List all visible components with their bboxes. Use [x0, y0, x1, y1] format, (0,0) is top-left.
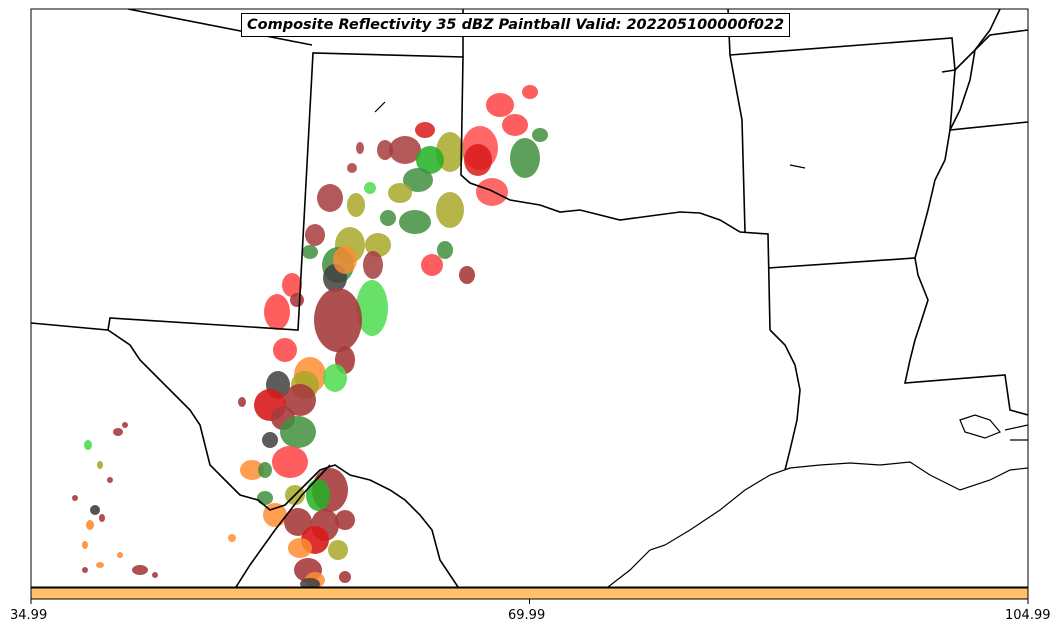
map-background [31, 9, 1028, 587]
border-tennessee-mississippi [949, 69, 1028, 131]
state-borders [31, 9, 1028, 587]
paintball-cluster-west [72, 422, 158, 578]
paintball-cluster-south [228, 468, 355, 587]
gulf-coastline [374, 101, 1028, 587]
coastline [607, 461, 1028, 587]
border-colorado-kansas-segment [127, 9, 313, 46]
map-title: Composite Reflectivity 35 dBZ Paintball … [241, 13, 791, 37]
paintball-cluster-north [317, 85, 548, 284]
colorbar-tick-label-max: 104.99 [1005, 608, 1051, 623]
border-rio-grande [107, 329, 459, 587]
colorbar-tick-label-min: 34.99 [10, 608, 48, 623]
colorbar [30, 587, 1029, 600]
border-missouri-arkansas [729, 37, 956, 73]
border-oklahoma-texas [31, 52, 771, 331]
lake-pontchartrain [959, 414, 1001, 439]
paintball-layer [72, 85, 548, 587]
border-louisiana [767, 257, 1028, 416]
border-kentucky [954, 29, 1028, 71]
colorbar-tick-label-mid: 69.99 [508, 608, 546, 623]
delta-outline [1004, 424, 1028, 441]
paintball-cluster-central [238, 224, 391, 480]
lake-outline [374, 101, 806, 169]
border-mexico-interior [235, 464, 331, 587]
border-texas-louisiana [769, 329, 801, 471]
map-frame [30, 8, 1029, 588]
